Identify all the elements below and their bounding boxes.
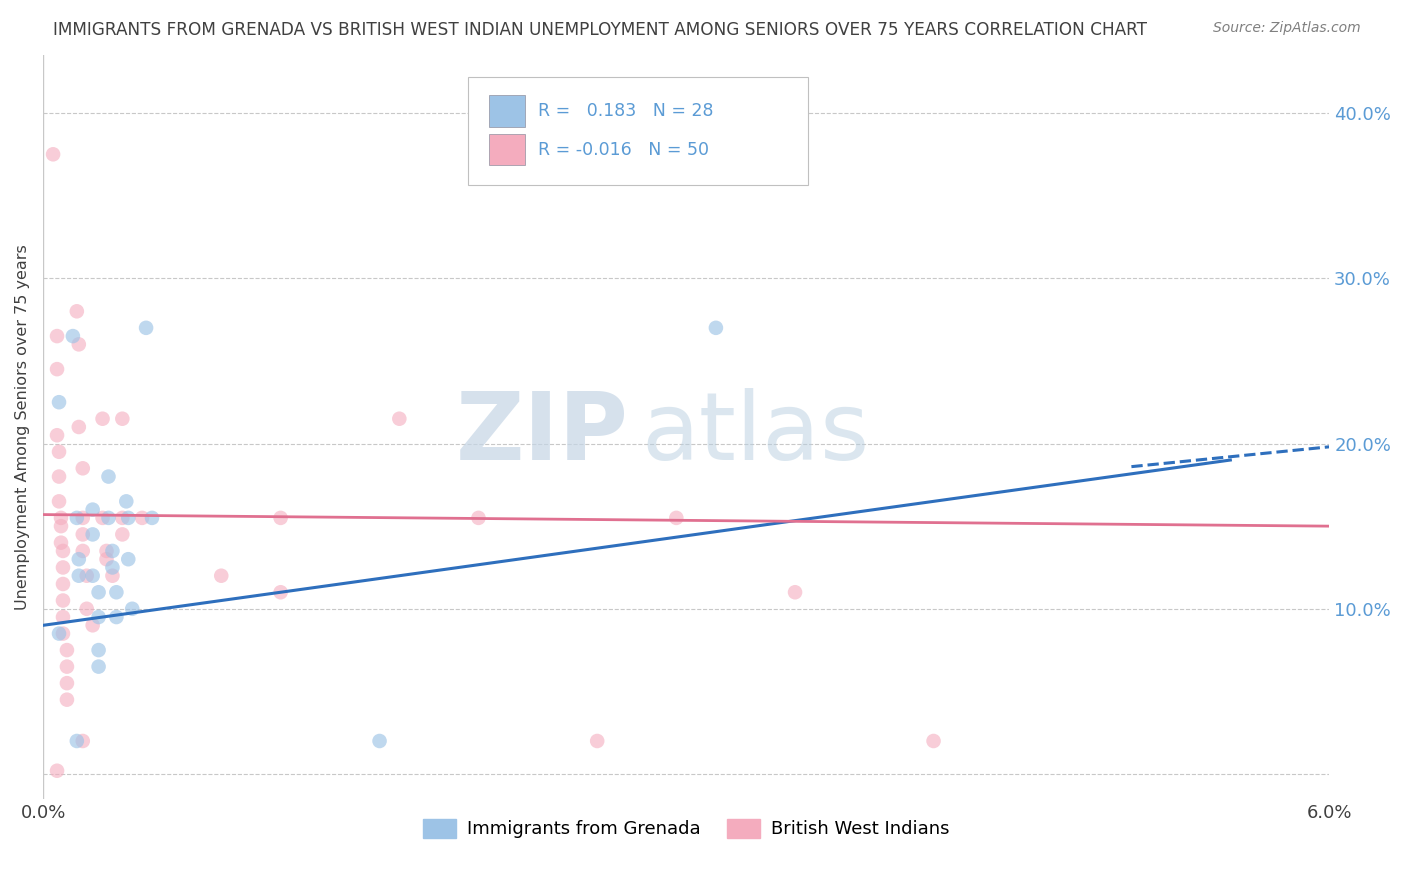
Point	[48, 469, 70, 483]
Point	[52, 593, 75, 607]
Point	[46, 428, 69, 442]
Point	[67, 552, 90, 566]
Point	[783, 585, 806, 599]
Point	[82, 618, 104, 632]
Point	[96, 544, 118, 558]
Point	[121, 601, 143, 615]
Point	[49, 519, 72, 533]
Y-axis label: Unemployment Among Seniors over 75 years: Unemployment Among Seniors over 75 years	[15, 244, 30, 610]
Text: ZIP: ZIP	[456, 388, 628, 481]
Point	[101, 568, 124, 582]
FancyBboxPatch shape	[468, 78, 808, 186]
Point	[87, 659, 110, 673]
Point	[97, 511, 120, 525]
Point	[91, 511, 114, 525]
Point	[48, 395, 70, 409]
Point	[48, 444, 70, 458]
Point	[56, 643, 79, 657]
Point	[388, 411, 411, 425]
Point	[209, 568, 232, 582]
Point	[87, 585, 110, 599]
Point	[62, 329, 84, 343]
Point	[82, 568, 104, 582]
Point	[87, 643, 110, 657]
Point	[56, 659, 79, 673]
Point	[82, 527, 104, 541]
Point	[56, 676, 79, 690]
Point	[270, 585, 292, 599]
Point	[76, 601, 98, 615]
Point	[665, 511, 688, 525]
Point	[56, 692, 79, 706]
Point	[131, 511, 153, 525]
Point	[72, 734, 94, 748]
Point	[922, 734, 945, 748]
Legend: Immigrants from Grenada, British West Indians: Immigrants from Grenada, British West In…	[416, 812, 956, 846]
Point	[72, 527, 94, 541]
Point	[115, 494, 138, 508]
Point	[66, 734, 89, 748]
Text: R = -0.016   N = 50: R = -0.016 N = 50	[538, 141, 710, 159]
Point	[111, 411, 134, 425]
Point	[76, 568, 98, 582]
Point	[87, 610, 110, 624]
Point	[105, 585, 128, 599]
Point	[91, 411, 114, 425]
Point	[66, 304, 89, 318]
Point	[270, 511, 292, 525]
Point	[46, 329, 69, 343]
Point	[49, 511, 72, 525]
Point	[46, 362, 69, 376]
Point	[48, 626, 70, 640]
Point	[67, 568, 90, 582]
Point	[49, 535, 72, 549]
Point	[52, 626, 75, 640]
Point	[52, 560, 75, 574]
Point	[42, 147, 65, 161]
Point	[111, 527, 134, 541]
FancyBboxPatch shape	[489, 134, 526, 165]
Point	[66, 511, 89, 525]
FancyBboxPatch shape	[489, 95, 526, 127]
Point	[135, 321, 157, 335]
Point	[67, 337, 90, 351]
Point	[467, 511, 489, 525]
Point	[72, 511, 94, 525]
Point	[141, 511, 163, 525]
Point	[101, 560, 124, 574]
Text: IMMIGRANTS FROM GRENADA VS BRITISH WEST INDIAN UNEMPLOYMENT AMONG SENIORS OVER 7: IMMIGRANTS FROM GRENADA VS BRITISH WEST …	[53, 21, 1147, 38]
Point	[101, 544, 124, 558]
Point	[117, 552, 139, 566]
Point	[111, 511, 134, 525]
Point	[96, 552, 118, 566]
Text: Source: ZipAtlas.com: Source: ZipAtlas.com	[1213, 21, 1361, 35]
Point	[52, 577, 75, 591]
Point	[704, 321, 727, 335]
Point	[72, 544, 94, 558]
Text: R =   0.183   N = 28: R = 0.183 N = 28	[538, 102, 714, 120]
Point	[586, 734, 609, 748]
Point	[46, 764, 69, 778]
Point	[117, 511, 139, 525]
Text: atlas: atlas	[641, 388, 869, 481]
Point	[72, 461, 94, 475]
Point	[97, 469, 120, 483]
Point	[52, 610, 75, 624]
Point	[105, 610, 128, 624]
Point	[67, 420, 90, 434]
Point	[48, 494, 70, 508]
Point	[82, 502, 104, 516]
Point	[368, 734, 391, 748]
Point	[52, 544, 75, 558]
